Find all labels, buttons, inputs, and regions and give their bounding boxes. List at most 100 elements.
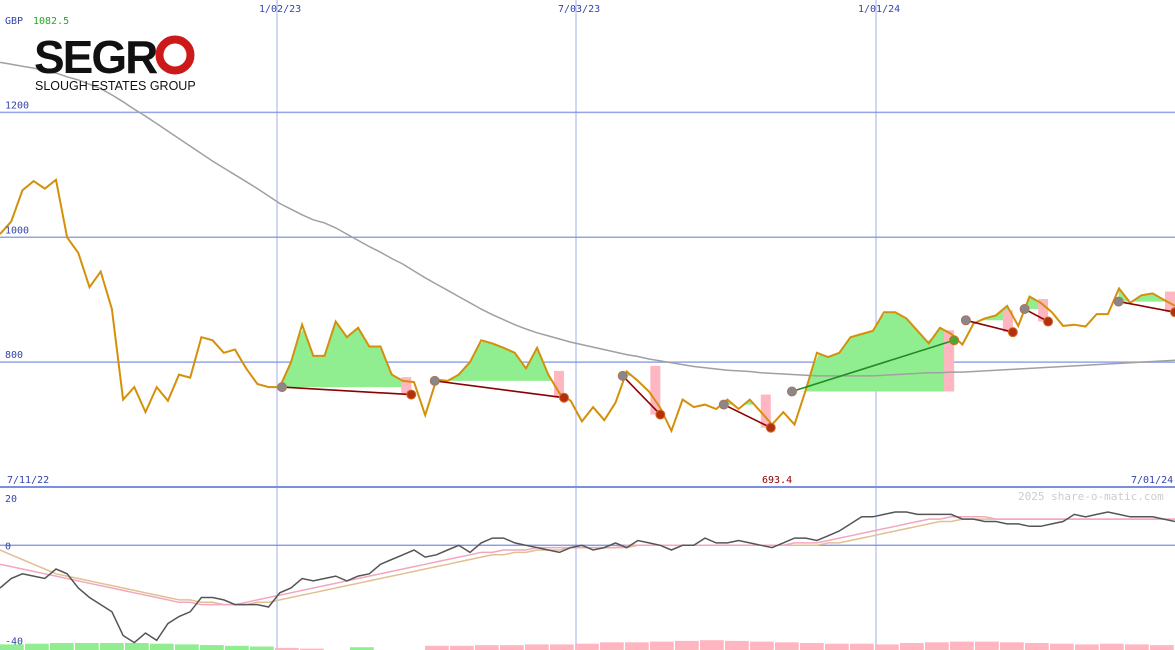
histogram-bar [825,643,849,650]
y-tick-label: 1200 [5,100,29,111]
osc-tick-label: 20 [5,494,17,505]
end-date-label: 7/01/24 [1131,475,1173,486]
low-price-label: 693.4 [762,475,792,486]
trade-loss-area [650,365,661,415]
trade-exit-point [655,409,666,420]
trade-exit-point [559,392,569,403]
trade-entry-point [1113,296,1124,307]
oscillator-histogram [0,640,1174,650]
histogram-bar [750,641,774,650]
histogram-bar [1000,642,1024,650]
trade-entry-point [786,386,797,397]
tick-labels: 1/02/23 7/03/23 1/01/24 800 1000 1200 -40 0 20 [5,4,900,647]
histogram-bar [650,641,674,650]
histogram-bar [275,647,299,650]
trade-exit-point [1043,316,1054,327]
trade-exit-point [1170,307,1175,318]
x-tick-label: 1/02/23 [259,4,301,15]
x-tick-label: 1/01/24 [858,4,900,15]
histogram-bar [550,644,574,650]
histogram-bar [725,640,749,650]
x-tick-label: 7/03/23 [558,4,600,15]
trade-line [965,319,1014,333]
trade-loss-area [944,330,955,392]
histogram-bar [475,645,499,650]
histogram-bar [425,645,449,650]
histogram-bar [1025,643,1049,650]
moving-average-line [0,61,1175,377]
histogram-bar [800,643,824,650]
trade-exit-point [1007,327,1018,338]
histogram-bar [450,645,474,650]
logo-word: SEGR [34,31,158,83]
histogram-bar [200,645,224,650]
histogram-bar [600,642,624,650]
osc-tick-label: -40 [5,636,23,647]
y-tick-label: 1000 [5,225,29,236]
histogram-bar [625,642,649,650]
trade-entry-point [718,399,729,410]
trade-entry-point [277,382,287,393]
histogram-bar [75,643,99,650]
oscillator-line [0,511,1175,644]
histogram-bar [175,644,199,650]
histogram-bar [50,643,74,650]
histogram-bar [0,644,24,650]
trade-loss-area [401,377,412,395]
watermark: 2025 share-o-matic.com [1018,490,1164,503]
trade-loss-area [760,394,771,428]
histogram-bar [350,647,374,650]
histogram-bar [25,643,49,650]
histogram-bar [300,648,324,650]
histogram-bar [575,643,599,650]
trade-entry-point [617,370,628,381]
histogram-bar [100,643,124,650]
trade-line [281,386,412,396]
last-price-label: 1082.5 [33,16,69,27]
trade-exit-point [765,422,776,433]
trade-loss-area [1002,310,1013,333]
histogram-bar [500,645,524,650]
trade-line [791,339,955,393]
histogram-bar [875,644,899,650]
logo-o-ring [155,35,195,75]
histogram-bar [850,643,874,650]
trade-line [723,403,772,429]
trade-line [1118,300,1175,313]
histogram-bar [700,640,724,650]
histogram-bar [925,642,949,650]
trade-gain-area [434,340,564,381]
trade-entry-point [429,375,440,386]
histogram-bar [225,645,249,650]
trade-gain-area [965,306,1013,321]
histogram-bar [1075,644,1099,650]
price-line [0,178,1175,434]
histogram-bar [950,641,974,650]
currency-label: GBP [5,16,23,27]
trade-loss-area [1038,299,1049,322]
histogram-bar [975,641,999,650]
trade-markers [277,296,1175,433]
segro-logo: SEGR O SLOUGH ESTATES GROUP [34,31,196,93]
trade-gain-area [282,321,412,388]
trade-exit-point [949,335,960,346]
histogram-bar [900,643,924,650]
trade-exit-point [406,389,417,400]
trade-gain-area [792,312,955,392]
trade-entry-point [1019,304,1030,315]
trade-entry-point [960,315,971,326]
osc-tick-label: 0 [5,541,11,552]
histogram-bar [1050,643,1074,650]
trade-fills [282,289,1175,428]
logo-subtitle: SLOUGH ESTATES GROUP [35,79,196,93]
trade-loss-area [554,370,564,398]
histogram-bar [250,646,274,650]
histogram-bar [1150,645,1174,650]
histogram-bar [1125,644,1149,650]
histogram-bar [525,644,549,650]
start-date-label: 7/11/22 [7,475,49,486]
histogram-bar [150,643,174,650]
histogram-bar [675,640,699,650]
